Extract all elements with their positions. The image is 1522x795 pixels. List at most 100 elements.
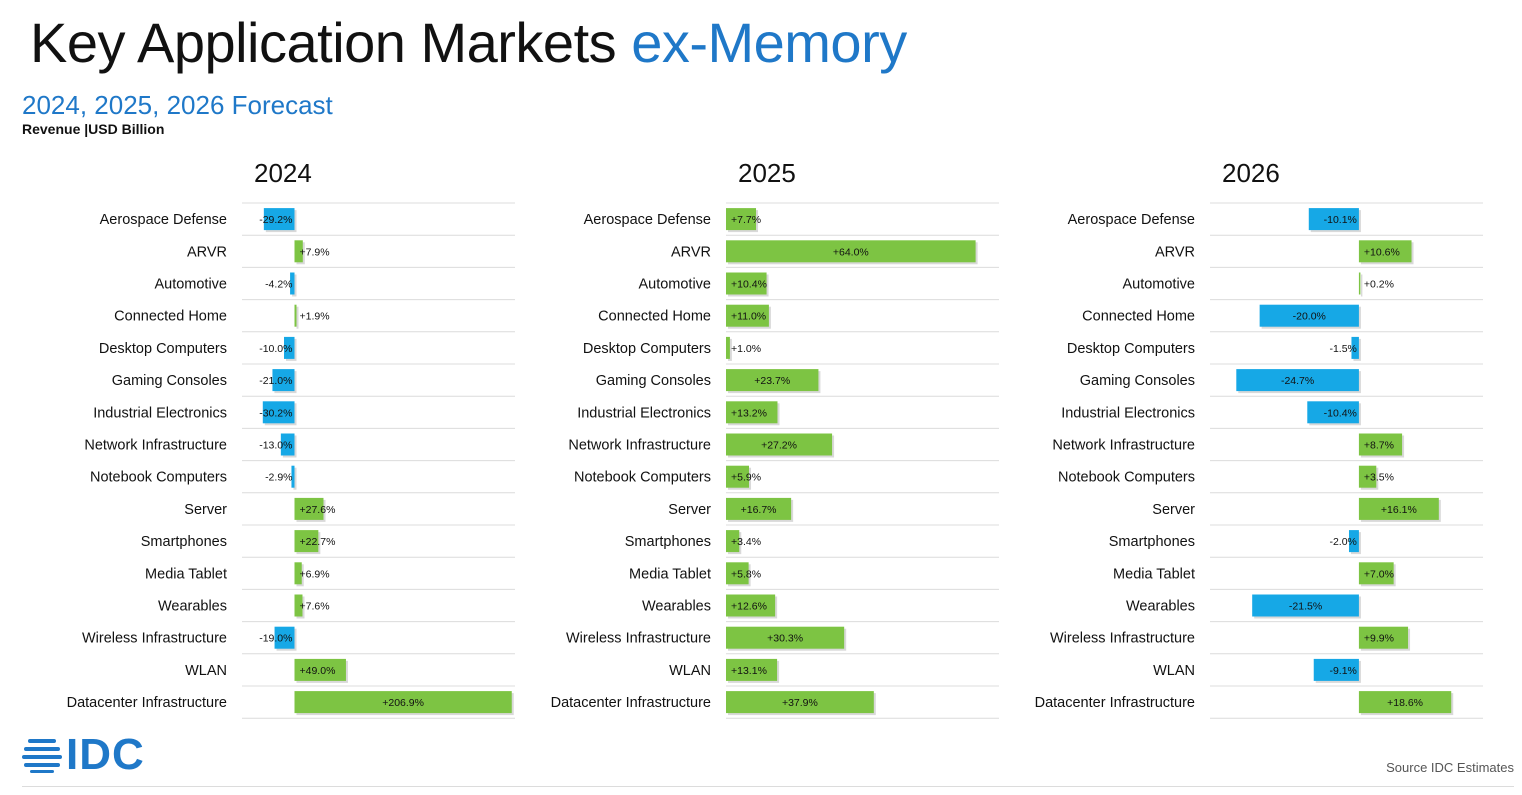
bar: [726, 497, 792, 520]
category-label: ARVR: [1155, 244, 1195, 260]
category-label: Network Infrastructure: [1052, 438, 1195, 454]
data-label: +1.9%: [300, 311, 330, 323]
data-label: +7.0%: [1364, 568, 1394, 580]
category-label: Media Tablet: [145, 566, 227, 582]
category-label: Connected Home: [114, 309, 227, 325]
data-label: -13.0%: [259, 440, 292, 452]
data-label: +37.9%: [782, 697, 818, 709]
bar: [272, 369, 295, 392]
category-label: Notebook Computers: [90, 470, 227, 486]
bar: [294, 240, 303, 263]
chart-title: 2026: [1222, 158, 1280, 188]
chart-title: 2024: [254, 158, 312, 188]
category-label: Industrial Electronics: [93, 405, 227, 421]
data-label: -10.0%: [259, 343, 292, 355]
chart-panel-2025: 2025 Aerospace Defense +7.7% ARVR +64.0% Aut…: [506, 150, 1006, 730]
bar: [726, 401, 778, 424]
bar: [726, 304, 769, 327]
divider: [22, 786, 1514, 787]
bar: [1358, 272, 1361, 295]
bar: [280, 433, 295, 456]
data-label: +23.7%: [754, 375, 790, 387]
data-label: +8.7%: [1364, 440, 1394, 452]
bar-shadow: [1360, 274, 1363, 297]
category-label: Server: [1152, 502, 1195, 518]
category-label: Media Tablet: [1113, 566, 1195, 582]
data-label: +22.7%: [300, 536, 336, 548]
page-title: Key Application Markets ex-Memory: [30, 8, 907, 78]
data-label: +13.2%: [731, 407, 767, 419]
globe-icon: [22, 739, 62, 773]
bar: [1236, 369, 1359, 392]
bar: [726, 240, 976, 263]
bar: [1252, 594, 1359, 617]
bar: [1348, 530, 1359, 553]
category-label: Aerospace Defense: [584, 212, 711, 228]
data-label: +5.8%: [731, 568, 761, 580]
bar: [294, 594, 303, 617]
bar: [1358, 240, 1412, 263]
bar: [1259, 304, 1359, 327]
bar: [726, 626, 845, 649]
data-label: -1.5%: [1329, 343, 1356, 355]
data-label: +18.6%: [1387, 697, 1423, 709]
data-label: +3.5%: [1364, 472, 1394, 484]
bar-shadow: [728, 338, 732, 361]
category-label: Automotive: [638, 277, 711, 293]
category-label: WLAN: [669, 663, 711, 679]
data-label: -29.2%: [259, 214, 292, 226]
data-label: -9.1%: [1329, 665, 1356, 677]
bar: [1307, 401, 1359, 424]
category-label: Aerospace Defense: [100, 212, 227, 228]
category-label: Desktop Computers: [99, 341, 227, 357]
data-label: -4.2%: [265, 279, 292, 291]
logo-text: IDC: [66, 730, 145, 779]
category-label: Datacenter Infrastructure: [67, 695, 227, 711]
category-label: Gaming Consoles: [1080, 373, 1195, 389]
title-main: Key Application Markets: [30, 11, 617, 74]
bar-chart-2025: Aerospace Defense +7.7% ARVR +64.0% Automoti…: [551, 202, 999, 719]
bar: [263, 208, 295, 231]
bar: [726, 208, 757, 231]
data-label: +11.0%: [731, 311, 766, 323]
bar: [294, 497, 324, 520]
bar: [1351, 336, 1359, 359]
bar: [294, 304, 297, 327]
bar: [1358, 433, 1403, 456]
bar: [726, 465, 750, 488]
data-label: +16.1%: [1381, 504, 1417, 516]
bar: [726, 658, 778, 681]
category-label: Network Infrastructure: [84, 438, 227, 454]
category-label: Wireless Infrastructure: [566, 631, 711, 647]
data-label: +30.3%: [767, 633, 803, 645]
category-label: Automotive: [154, 277, 227, 293]
bar-shadow: [293, 467, 297, 490]
category-label: Datacenter Infrastructure: [1035, 695, 1195, 711]
data-label: +7.7%: [731, 214, 761, 226]
category-label: Desktop Computers: [1067, 341, 1195, 357]
chart-panel-2024: 2024 Aerospace Defense -29.2% ARVR +7.9% Aut…: [22, 150, 522, 730]
bar: [1358, 626, 1409, 649]
bar: [726, 336, 730, 359]
bar: [1358, 497, 1439, 520]
unit-label: Revenue |USD Billion: [22, 121, 165, 137]
bar: [726, 530, 740, 553]
idc-logo: IDC: [22, 733, 172, 777]
category-label: Automotive: [1122, 277, 1195, 293]
data-label: -2.9%: [265, 472, 292, 484]
bar: [274, 626, 295, 649]
category-label: Smartphones: [1109, 534, 1195, 550]
chart-panel-2026: 2026 Aerospace Defense -10.1% ARVR +10.6% Au…: [990, 150, 1490, 730]
category-label: Datacenter Infrastructure: [551, 695, 711, 711]
bar-shadow: [296, 306, 299, 329]
category-label: Gaming Consoles: [112, 373, 227, 389]
category-label: Wearables: [642, 599, 711, 615]
category-label: Industrial Electronics: [1061, 405, 1195, 421]
bar-chart-2024: Aerospace Defense -29.2% ARVR +7.9% Automoti…: [67, 202, 515, 719]
data-label: -21.5%: [1289, 601, 1322, 613]
bar: [726, 562, 749, 585]
data-label: +27.2%: [761, 440, 797, 452]
category-label: Notebook Computers: [1058, 470, 1195, 486]
bar: [291, 465, 295, 488]
title-accent: ex-Memory: [631, 11, 907, 74]
